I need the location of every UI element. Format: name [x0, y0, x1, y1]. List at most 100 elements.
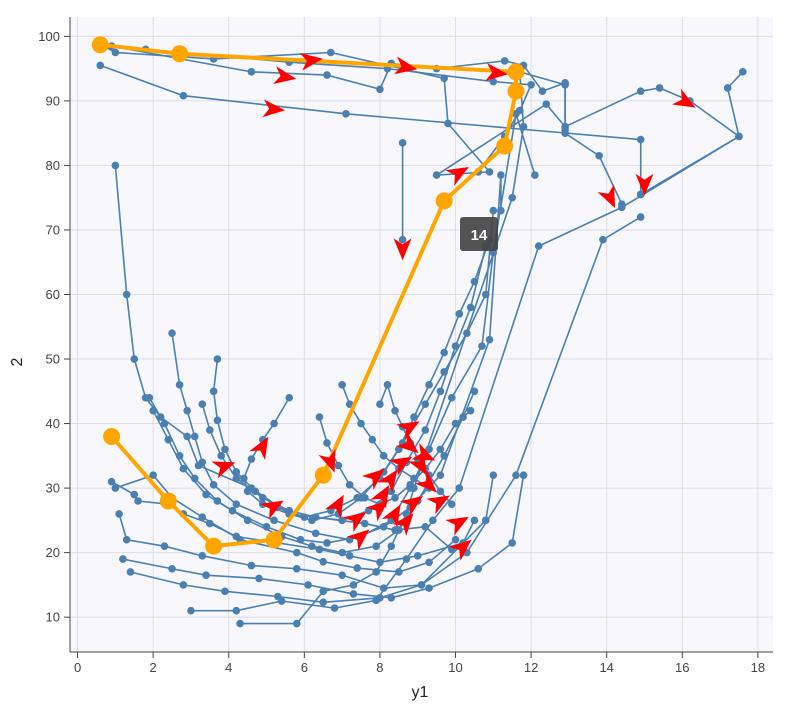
background-point-8-12: [436, 471, 445, 479]
background-point-10-2: [179, 464, 188, 473]
background-point-2-0: [111, 484, 120, 492]
background-point-9-10: [395, 526, 403, 534]
direction-arrow-5: [672, 88, 696, 108]
background-point-3-4: [247, 561, 256, 570]
highlight-point-3: [507, 82, 525, 100]
background-point-6-11: [723, 84, 732, 92]
background-point-16-8: [447, 500, 456, 509]
background-point-3-1: [122, 535, 131, 544]
background-point-11-9: [387, 487, 396, 496]
background-point-12-4: [232, 468, 241, 476]
x-tick-label-1: 2: [150, 660, 157, 675]
background-point-1-0: [107, 477, 116, 486]
background-point-9-7: [308, 542, 316, 550]
background-point-19-1: [111, 48, 120, 57]
background-point-16-1: [383, 381, 392, 389]
background-point-7-8: [508, 193, 517, 202]
direction-arrow-9: [393, 238, 412, 261]
background-point-2-3: [198, 513, 207, 521]
background-point-19-7: [432, 171, 441, 179]
y-tick-label-8: 90: [46, 93, 60, 108]
background-point-2-8: [395, 568, 403, 576]
background-point-13-4: [240, 474, 248, 483]
background-point-8-3: [190, 432, 199, 441]
background-point-14-1: [323, 439, 331, 447]
background-point-12-0: [213, 355, 222, 363]
background-point-2-7: [353, 564, 362, 572]
direction-arrow-24: [426, 495, 450, 515]
background-point-18-1: [179, 91, 188, 100]
background-point-3-3: [198, 552, 207, 560]
background-point-10-3: [202, 490, 210, 499]
background-point-11-3: [232, 474, 241, 483]
y-tick-label-5: 60: [46, 287, 60, 302]
direction-arrow-29: [448, 539, 472, 561]
background-point-13-8: [308, 516, 316, 525]
background-point-11-0: [198, 400, 207, 408]
background-point-5-0: [126, 568, 135, 576]
background-point-3-0: [115, 510, 123, 518]
background-point-4-0: [119, 555, 127, 563]
background-point-15-3: [368, 435, 377, 444]
background-point-18-0: [96, 61, 105, 70]
direction-arrow-6: [635, 173, 654, 196]
background-point-1-8: [345, 552, 354, 560]
y-tick-label-6: 70: [46, 222, 60, 237]
direction-arrow-30: [396, 421, 420, 441]
y-axis-title: 2: [9, 357, 26, 366]
y-tick-label-2: 30: [46, 481, 60, 496]
background-point-16-2: [391, 406, 399, 415]
background-point-14-0: [315, 413, 324, 421]
background-point-15-0: [338, 381, 346, 389]
background-point-20-3: [376, 85, 384, 94]
background-point-7-2: [319, 587, 328, 596]
background-point-13-0: [285, 393, 294, 402]
background-point-12-15: [455, 310, 464, 318]
background-point-7-0: [236, 619, 244, 628]
background-point-20-10: [561, 126, 569, 134]
background-point-10-6: [296, 535, 305, 544]
background-point-8-0: [168, 329, 176, 338]
background-point-8-5: [209, 481, 218, 489]
direction-arrow-0: [299, 52, 323, 71]
direction-arrow-13: [318, 448, 336, 473]
background-point-4-1: [168, 564, 176, 573]
background-point-13-16: [481, 290, 490, 299]
direction-arrow-25: [392, 513, 414, 536]
background-point-6-5: [402, 555, 411, 563]
background-point-1-5: [206, 519, 214, 528]
background-point-1-12: [470, 516, 479, 525]
background-point-4-9: [508, 539, 517, 547]
direction-arrow-19: [377, 469, 398, 493]
direction-arrow-15: [343, 512, 367, 533]
background-point-13-3: [247, 455, 256, 463]
direction-arrow-20: [388, 456, 413, 476]
gridlines: [70, 17, 773, 652]
direction-arrow-4: [262, 99, 286, 118]
background-point-0-0: [111, 161, 120, 170]
background-point-0-2: [130, 355, 139, 363]
background-point-2-6: [319, 557, 328, 566]
background-point-5-6: [417, 581, 426, 589]
background-point-14-10: [451, 419, 460, 428]
y-tick-label-7: 80: [46, 158, 60, 173]
direction-arrow-27: [381, 504, 401, 528]
x-tick-label-2: 4: [225, 660, 232, 675]
background-point-8-6: [232, 500, 241, 509]
background-point-0-5: [183, 432, 191, 441]
background-point-13-5: [243, 487, 252, 496]
frame-label-box: [460, 217, 498, 251]
background-point-6-6: [429, 516, 437, 525]
background-point-21-3: [489, 77, 498, 86]
background-point-4-8: [474, 564, 482, 573]
background-point-6-0: [187, 606, 195, 615]
background-point-4-4: [304, 581, 312, 589]
background-point-21-4: [527, 80, 535, 89]
x-tick-label-7: 14: [599, 660, 613, 675]
background-point-11-14: [466, 303, 475, 312]
background-point-9-14: [470, 387, 479, 396]
direction-arrow-28: [445, 516, 469, 536]
background-point-19-14: [636, 190, 645, 199]
background-point-7-13: [595, 151, 603, 160]
